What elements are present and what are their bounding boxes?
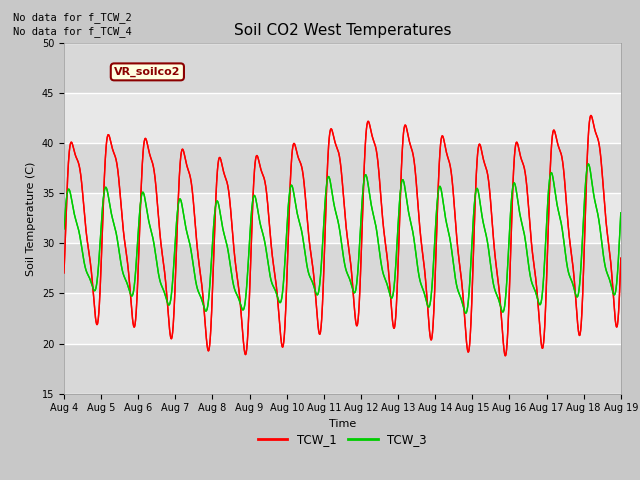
Y-axis label: Soil Temperature (C): Soil Temperature (C) [26,161,36,276]
TCW_3 [585,161,593,167]
TCW_1 [316,331,324,337]
TCW_1 [499,328,506,334]
TCW_1 [331,138,339,144]
Text: No data for f_TCW_2: No data for f_TCW_2 [13,12,132,23]
Line: TCW_1: TCW_1 [64,116,621,356]
Bar [64,144,621,193]
Line: TCW_3: TCW_3 [64,164,621,313]
Legend: TCW_1, TCW_3: TCW_1, TCW_3 [253,428,431,451]
TCW_3 [88,284,96,289]
X-axis label: Time: Time [329,419,356,429]
TCW_1 [602,210,609,216]
TCW_3 [462,310,470,316]
TCW_1 [501,353,509,359]
TCW_3 [499,309,506,315]
TCW_1 [60,270,68,276]
TCW_1 [88,280,96,286]
Bar [64,243,621,293]
Bar [64,193,621,243]
TCW_3 [316,279,324,285]
Bar [64,43,621,93]
Bar [64,344,621,394]
TCW_3 [602,264,609,269]
TCW_3 [60,226,68,232]
TCW_1 [601,206,609,212]
Bar [64,93,621,144]
TCW_3 [601,262,609,268]
TCW_3 [617,210,625,216]
Title: Soil CO2 West Temperatures: Soil CO2 West Temperatures [234,23,451,38]
TCW_3 [331,205,339,211]
Bar [64,293,621,344]
Text: VR_soilco2: VR_soilco2 [114,67,180,77]
TCW_1 [587,113,595,119]
TCW_1 [617,255,625,261]
Text: No data for f_TCW_4: No data for f_TCW_4 [13,26,132,37]
